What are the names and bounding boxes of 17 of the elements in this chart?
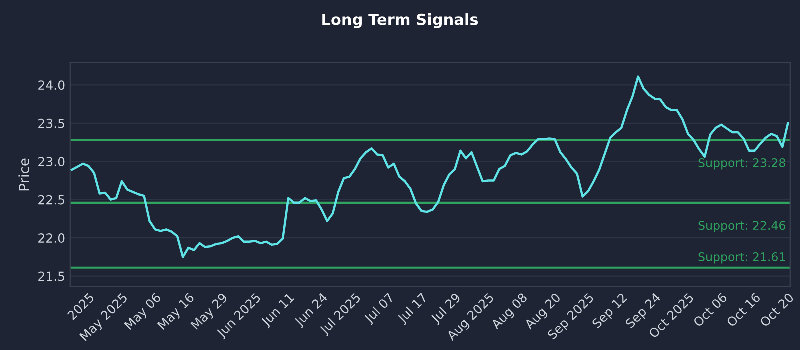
ref-line-label: Support: 22.46	[698, 221, 786, 232]
y-tick-label: 23.5	[38, 118, 64, 128]
x-tick-label: Jul 17	[396, 292, 430, 326]
y-tick-label: 21.5	[38, 272, 64, 282]
x-tick-label: Jul 07	[363, 292, 396, 326]
y-axis-title: Price	[18, 158, 30, 191]
y-tick-label: 23.0	[38, 157, 65, 167]
y-tick-label: 22.0	[38, 234, 65, 243]
x-tick-label: Jun 11	[260, 292, 296, 329]
x-tick-label: Oct 20	[759, 292, 794, 328]
y-tick-label: 22.5	[38, 195, 64, 205]
x-tick-label: Oct 16	[726, 292, 762, 328]
ref-line-label: Support: 21.61	[698, 252, 786, 264]
x-tick-label: Oct 06	[692, 292, 728, 328]
ref-line-label: Support: 23.28	[698, 158, 786, 170]
chart-title: Long Term Signals	[322, 14, 478, 28]
y-tick-label: 24.0	[38, 80, 65, 90]
